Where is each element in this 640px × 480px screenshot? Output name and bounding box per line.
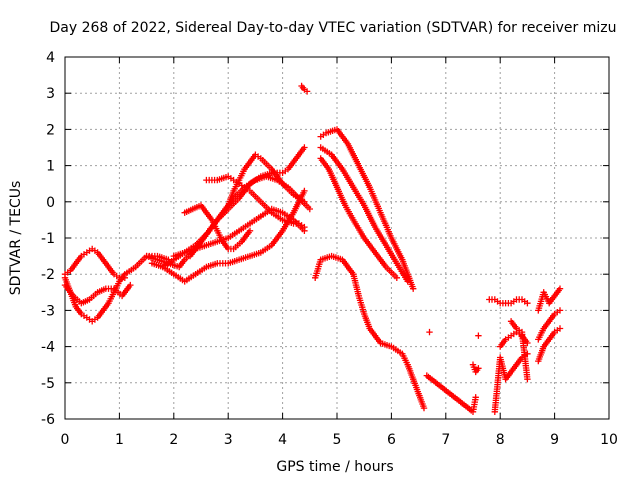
series-track-w — [535, 307, 564, 343]
x-tick-label: 3 — [224, 432, 233, 448]
series-track-s — [491, 350, 531, 415]
point-markers — [486, 296, 531, 307]
point-markers — [61, 245, 128, 281]
point-markers — [148, 187, 308, 285]
grid — [65, 57, 609, 419]
point-markers — [170, 205, 308, 260]
series-track-q — [469, 361, 482, 376]
point-markers — [507, 318, 531, 383]
x-tick-label: 9 — [550, 432, 559, 448]
point-markers — [317, 155, 400, 281]
series-track-k — [298, 82, 311, 95]
y-tick-label: 1 — [46, 159, 55, 175]
y-tick-label: 4 — [46, 50, 55, 66]
series-track-o — [312, 252, 433, 412]
series-track-b — [61, 245, 128, 281]
point-markers — [535, 285, 564, 314]
x-tick-label: 2 — [169, 432, 178, 448]
y-tick-label: -1 — [41, 231, 55, 247]
y-tick-label: -3 — [41, 303, 55, 319]
point-markers — [61, 281, 134, 307]
series-track-j — [203, 173, 308, 231]
point-markers — [535, 307, 564, 343]
x-tick-label: 10 — [600, 432, 618, 448]
series-track-x — [535, 325, 564, 365]
series-track-e — [148, 187, 308, 285]
series-track-v — [535, 285, 564, 314]
x-axis-label: GPS time / hours — [276, 459, 393, 475]
y-tick-label: -2 — [41, 267, 55, 283]
series-track-m — [317, 144, 411, 285]
x-tick-label: 7 — [441, 432, 450, 448]
series-track-c — [61, 281, 134, 307]
series-track-u — [507, 318, 531, 383]
series-track-r — [486, 296, 531, 307]
data-points — [61, 82, 564, 415]
point-markers — [491, 350, 531, 415]
point-markers — [535, 325, 564, 365]
x-tick-label: 1 — [115, 432, 124, 448]
x-tick-label: 8 — [496, 432, 505, 448]
y-tick-label: -4 — [41, 340, 55, 356]
x-tick-label: 0 — [61, 432, 70, 448]
point-markers — [317, 126, 417, 292]
series-track-p — [423, 332, 482, 415]
point-markers — [203, 173, 308, 231]
point-markers — [312, 252, 433, 412]
y-tick-label: -6 — [41, 412, 55, 428]
y-tick-label: -5 — [41, 376, 55, 392]
chart-title: Day 268 of 2022, Sidereal Day-to-day VTE… — [50, 20, 617, 36]
y-tick-label: 2 — [46, 122, 55, 138]
point-markers — [298, 82, 311, 95]
x-tick-label: 4 — [278, 432, 287, 448]
point-markers — [317, 144, 411, 285]
point-markers — [423, 332, 482, 415]
series-track-n — [317, 155, 400, 281]
x-tick-label: 5 — [333, 432, 342, 448]
axis-ticks: 0 1 2 3 4 5 6 7 8 9 10 -6 -5 -4 -3 -2 -1 0 1 2 3 4 — [41, 50, 618, 448]
x-tick-label: 6 — [387, 432, 396, 448]
point-markers — [469, 361, 482, 376]
series-track-i — [170, 205, 308, 260]
series-track-l — [317, 126, 417, 292]
y-axis-label: SDTVAR / TECUs — [8, 181, 24, 296]
y-tick-label: 0 — [46, 195, 55, 211]
y-tick-label: 3 — [46, 86, 55, 102]
